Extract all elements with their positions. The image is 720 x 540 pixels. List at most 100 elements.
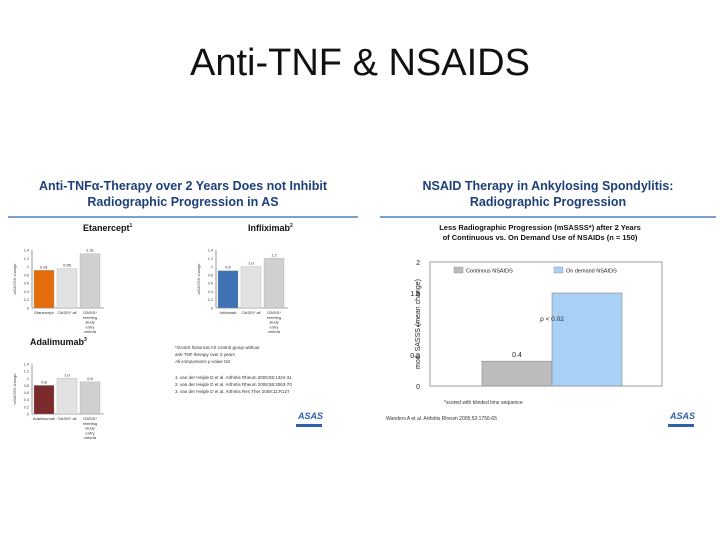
x-tick-label: Infliximab: [220, 310, 238, 315]
y-axis-label: mSASSS change: [196, 263, 201, 295]
bar-value-label: 1.2: [271, 252, 277, 257]
y-tick-label: 1.2: [24, 370, 29, 374]
adalimumab-title: Adalimumab3: [30, 337, 87, 347]
y-tick-label: 0: [211, 307, 213, 311]
y-tick-label: 1.4: [24, 363, 29, 367]
nsaid-footnote: *scored with blinded time sequence: [444, 400, 523, 406]
x-tick-label: OASIS*: [83, 416, 97, 421]
bar-value-label: 0.91: [40, 264, 49, 269]
y-tick-label: 0.6: [208, 282, 213, 286]
nsaid-chart: 0 0.5 1 1.5 2 mod. SASSS (mean change) 0.4 Cont…: [410, 260, 663, 391]
bar-value-label: 0.9: [225, 265, 231, 270]
etanercept-chart: 0 0.2 0.4 0.6 0.8 1 1.2 1.4 mSASSS change 0.91 Eta…: [12, 248, 104, 334]
bar: [79, 253, 101, 309]
x-tick-label: entry: [86, 324, 95, 329]
bar: [33, 270, 55, 309]
bar: [263, 258, 285, 309]
etanercept-title: Etanercept1: [83, 223, 133, 233]
nsaid-citation: Wanders A et al. Arthritis Rheum 2005;52…: [386, 416, 497, 422]
x-tick-label: OASIS*: [267, 310, 281, 315]
x-tick-label: OASIS* all: [58, 416, 77, 421]
bar: [217, 270, 239, 309]
x-tick-label: meeting: [267, 315, 281, 320]
bar-value-label: 0.8: [41, 379, 47, 384]
left-panel-heading: Anti-TNFα-Therapy over 2 Years Does not …: [8, 178, 358, 210]
footnote-line3: All comparisons p-value NS: [175, 359, 231, 364]
y-axis-label: mod. SASSS (mean change): [415, 279, 422, 369]
bar-value-label: 1.0: [64, 372, 70, 377]
reference-3: 3. van der Heijde D et al. Arthritis Res…: [175, 389, 290, 394]
bar: [33, 385, 55, 415]
y-tick-label: 1: [416, 322, 420, 329]
y-tick-label: 0: [27, 413, 29, 417]
x-tick-label: Etanercept: [34, 310, 54, 315]
y-tick-label: 0.6: [24, 391, 29, 395]
bar: [551, 292, 623, 387]
bar: [240, 266, 262, 309]
y-tick-label: 1.4: [208, 249, 213, 253]
nsaid-chart-title-line1: Less Radiographic Progression (mSASSS*) …: [439, 223, 641, 232]
bar-value-label: 0.95: [63, 263, 72, 268]
left-heading-line1: Anti-TNFα-Therapy over 2 Years Does not …: [38, 179, 328, 193]
y-tick-label: 0.2: [24, 405, 29, 409]
infliximab-chart: 0 0.2 0.4 0.6 0.8 1 1.2 1.4 mSASSS change 0.9 Infl…: [196, 249, 288, 334]
infliximab-title: Infliximab2: [248, 223, 293, 233]
y-tick-label: 0.8: [24, 273, 29, 277]
right-heading-line1: NSAID Therapy in Ankylosing Spondylitis:: [422, 179, 674, 193]
footnote-line2: anti-TNF therapy over 2 years: [175, 352, 235, 357]
x-tick-label: entry: [270, 324, 279, 329]
right-heading-line2: Radiographic Progression: [469, 195, 627, 209]
x-tick-label: criteria: [84, 329, 97, 334]
legend-swatch: [553, 266, 564, 274]
x-tick-label: entry: [86, 430, 95, 435]
y-tick-label: 1.4: [24, 249, 29, 253]
reference-2: 2. van der Heijde D et al. Arthritis Rhe…: [175, 382, 292, 387]
y-tick-label: 1: [27, 377, 29, 381]
x-tick-label: OASIS* all: [58, 310, 77, 315]
adalimumab-chart: 0 0.2 0.4 0.6 0.8 1 1.2 1.4 mSASSS change 0.8 Adal…: [12, 363, 104, 440]
y-axis-label: mSASSS change: [12, 373, 17, 405]
x-tick-label: OASIS* all: [242, 310, 261, 315]
y-tick-label: 0.8: [24, 384, 29, 388]
x-tick-label: study: [85, 320, 95, 325]
x-tick-label: study: [85, 426, 95, 431]
left-heading-underline: [8, 216, 358, 218]
right-panel-heading: NSAID Therapy in Ankylosing Spondylitis:…: [380, 178, 716, 210]
left-heading-line2: Radiographic Progression in AS: [87, 195, 279, 209]
right-panel: NSAID Therapy in Ankylosing Spondylitis:…: [380, 168, 716, 436]
y-tick-label: 0.4: [208, 290, 213, 294]
y-tick-label: 1.2: [24, 257, 29, 261]
reference-1: 1. van der Heijde D et al. Arthritis Rhe…: [175, 375, 292, 380]
slide-title: Anti-TNF & NSAIDS: [190, 42, 530, 84]
x-tick-label: criteria: [84, 435, 97, 440]
x-tick-label: meeting: [83, 421, 97, 426]
y-tick-label: 0.4: [24, 290, 29, 294]
asas-logo-right: ASAS: [670, 411, 696, 421]
bar-value-label: 0.4: [512, 352, 522, 359]
y-tick-label: 0: [416, 384, 420, 391]
p-value-annotation: p < 0.02: [540, 316, 564, 323]
left-panel: Anti-TNFα-Therapy over 2 Years Does not …: [8, 168, 358, 440]
legend-label: On demand NSAIDS: [566, 269, 617, 275]
nsaid-chart-title: Less Radiographic Progression (mSASSS*) …: [400, 223, 680, 243]
y-tick-label: 1: [27, 265, 29, 269]
x-tick-label: meeting: [83, 315, 97, 320]
y-tick-label: 0.2: [24, 298, 29, 302]
y-tick-label: 0.2: [208, 298, 213, 302]
x-tick-label: criteria: [268, 329, 281, 334]
y-tick-label: 1.2: [208, 257, 213, 261]
bar: [481, 360, 553, 387]
bar: [79, 381, 101, 415]
y-tick-label: 0.4: [24, 398, 29, 402]
y-tick-label: 1.5: [410, 291, 420, 298]
legend-swatch: [453, 266, 464, 274]
bar-value-label: 1.31: [86, 248, 95, 253]
bar: [56, 268, 78, 309]
asas-logo-left-bar: [296, 424, 322, 427]
y-tick-label: 1: [211, 265, 213, 269]
y-tick-label: 0.5: [410, 353, 420, 360]
footnote-line1: *OASIS historical AS control group witho…: [175, 345, 260, 350]
bar: [56, 378, 78, 415]
y-tick-label: 0: [27, 307, 29, 311]
y-tick-label: 0.6: [24, 282, 29, 286]
